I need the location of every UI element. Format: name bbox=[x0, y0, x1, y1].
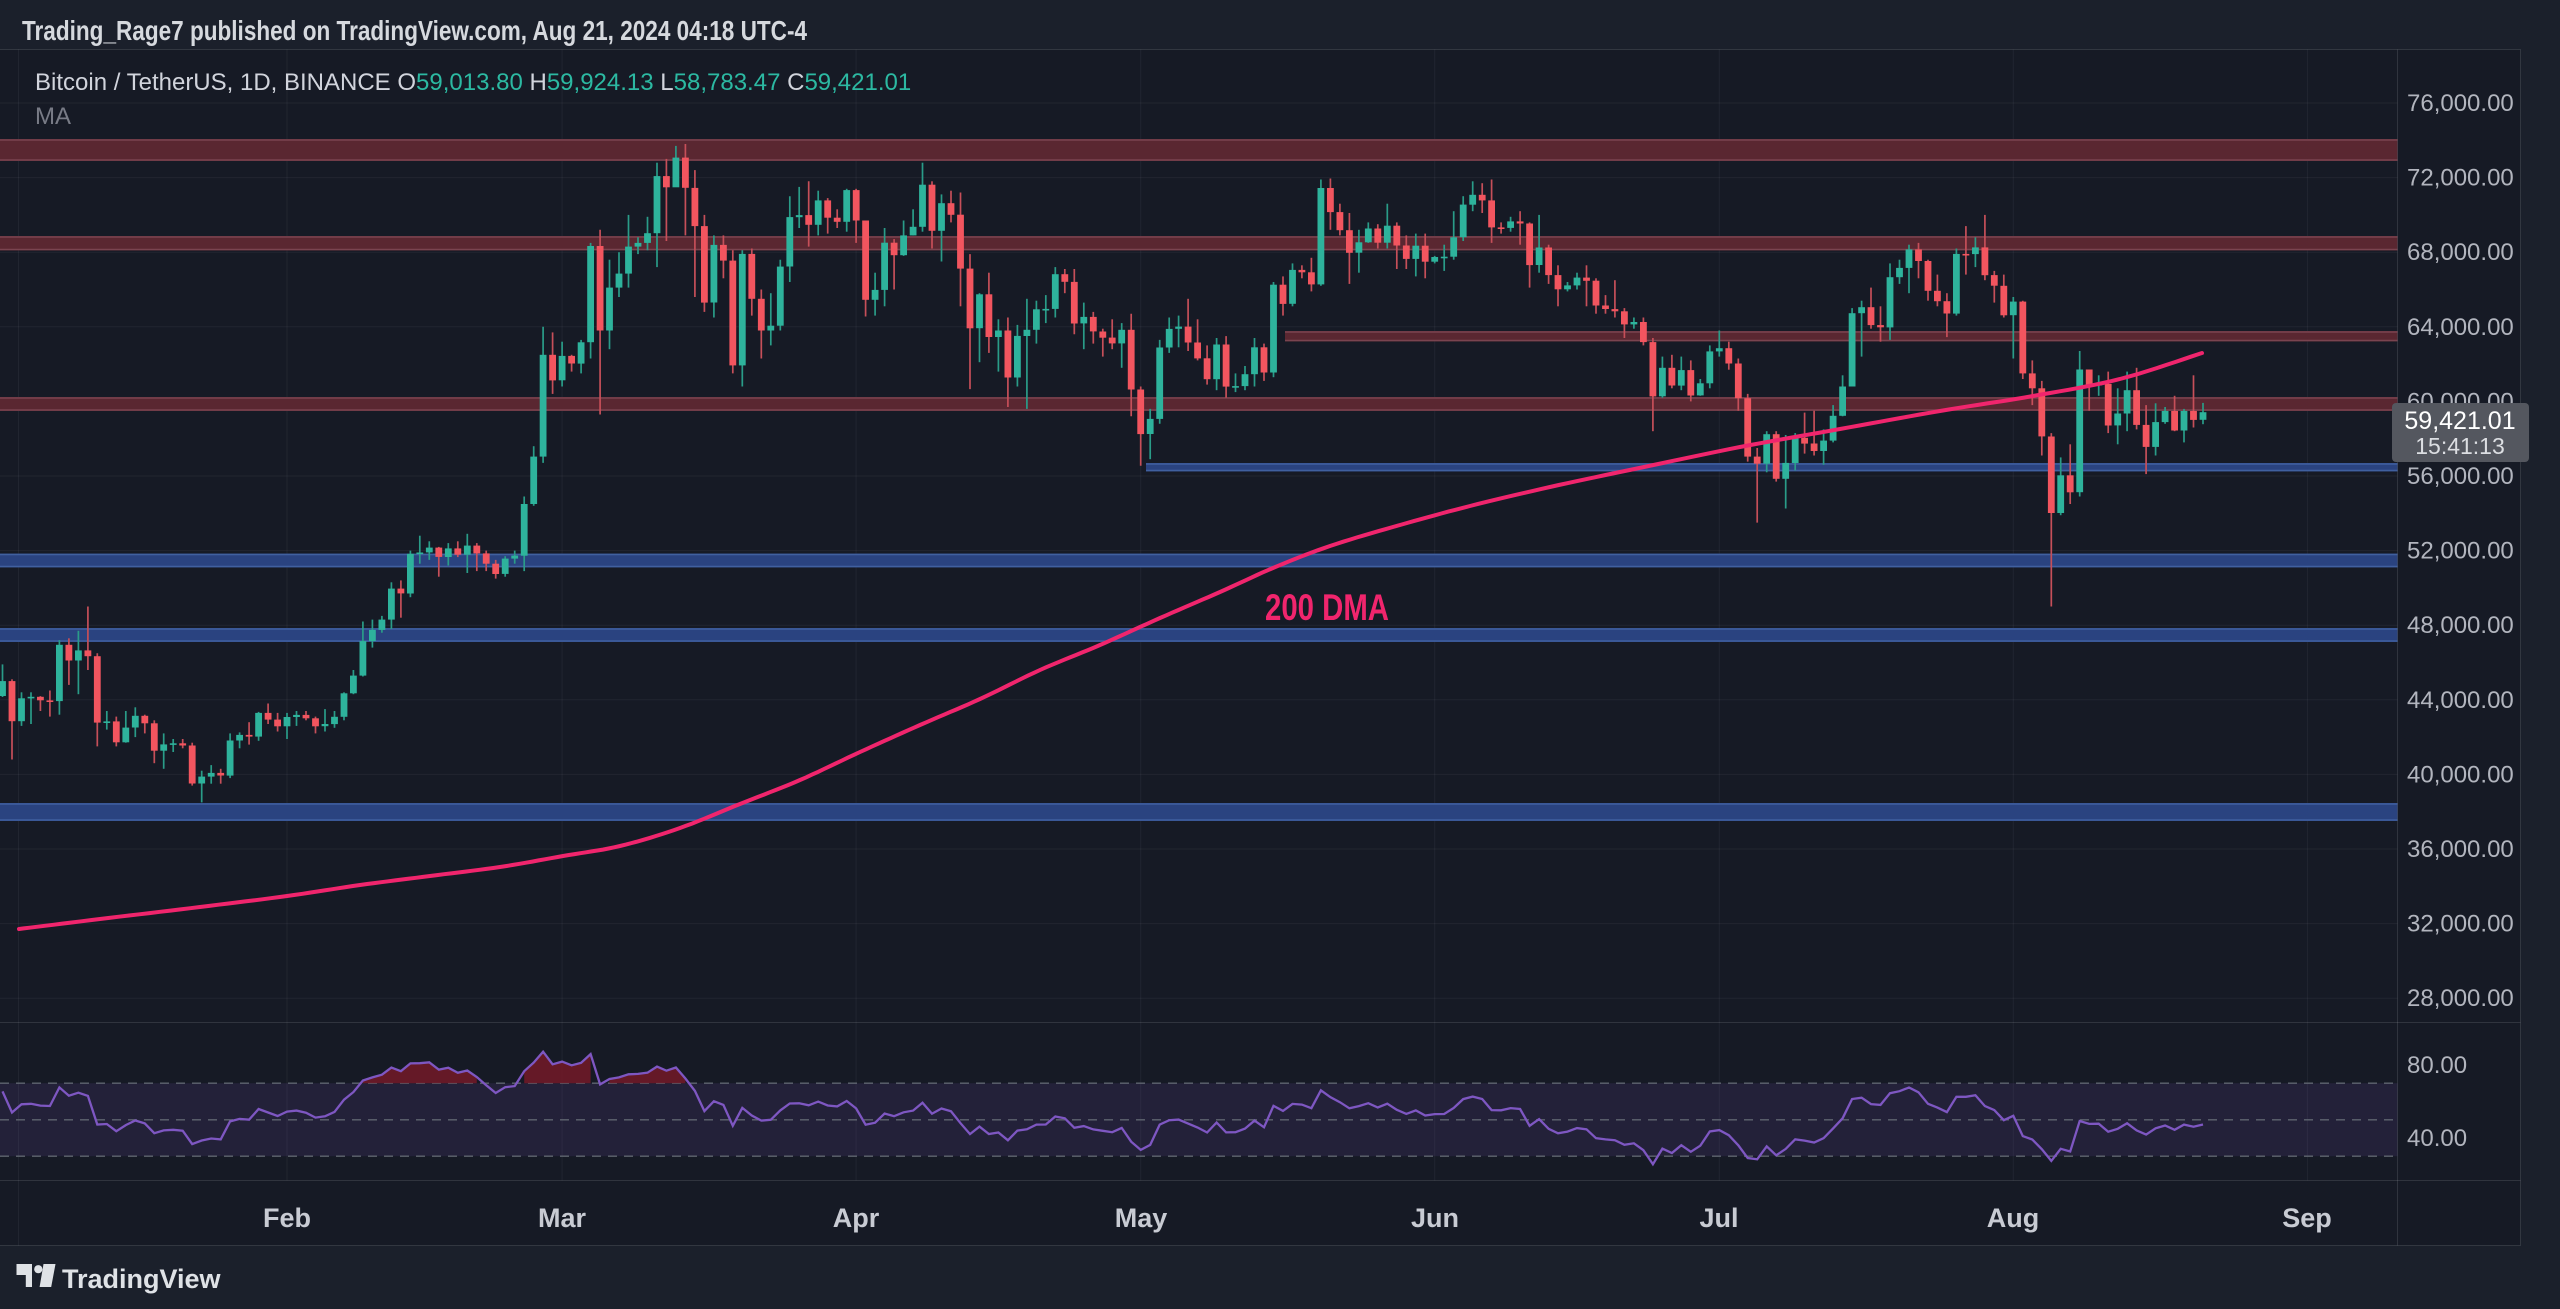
svg-text:72,000.00: 72,000.00 bbox=[2407, 165, 2514, 192]
svg-text:Aug: Aug bbox=[1987, 1203, 2039, 1233]
svg-text:68,000.00: 68,000.00 bbox=[2407, 239, 2514, 266]
svg-text:28,000.00: 28,000.00 bbox=[2407, 985, 2514, 1012]
svg-text:Jun: Jun bbox=[1411, 1203, 1459, 1233]
svg-text:52,000.00: 52,000.00 bbox=[2407, 538, 2514, 565]
svg-text:Trading_Rage7 published on Tra: Trading_Rage7 published on TradingView.c… bbox=[22, 15, 807, 46]
svg-text:Bitcoin / TetherUS, 1D, BINANC: Bitcoin / TetherUS, 1D, BINANCE O59,013.… bbox=[35, 69, 911, 96]
svg-text:40,000.00: 40,000.00 bbox=[2407, 761, 2514, 788]
svg-text:32,000.00: 32,000.00 bbox=[2407, 911, 2514, 938]
svg-text:56,000.00: 56,000.00 bbox=[2407, 463, 2514, 490]
svg-text:Jul: Jul bbox=[1699, 1203, 1738, 1233]
svg-text:40.00: 40.00 bbox=[2407, 1125, 2467, 1152]
svg-text:15:41:13: 15:41:13 bbox=[2415, 433, 2505, 459]
svg-text:64,000.00: 64,000.00 bbox=[2407, 314, 2514, 341]
svg-text:MA: MA bbox=[35, 103, 71, 130]
svg-text:May: May bbox=[1115, 1203, 1168, 1233]
svg-text:200 DMA: 200 DMA bbox=[1265, 587, 1389, 628]
svg-text:36,000.00: 36,000.00 bbox=[2407, 836, 2514, 863]
svg-text:Feb: Feb bbox=[263, 1203, 311, 1233]
svg-text:Sep: Sep bbox=[2282, 1203, 2332, 1233]
svg-text:48,000.00: 48,000.00 bbox=[2407, 612, 2514, 639]
svg-text:TradingView: TradingView bbox=[62, 1264, 222, 1294]
svg-text:80.00: 80.00 bbox=[2407, 1052, 2467, 1079]
svg-text:59,421.01: 59,421.01 bbox=[2404, 407, 2515, 435]
svg-text:Mar: Mar bbox=[538, 1203, 587, 1233]
svg-text:44,000.00: 44,000.00 bbox=[2407, 687, 2514, 714]
svg-text:Apr: Apr bbox=[833, 1203, 880, 1233]
svg-text:76,000.00: 76,000.00 bbox=[2407, 90, 2514, 117]
